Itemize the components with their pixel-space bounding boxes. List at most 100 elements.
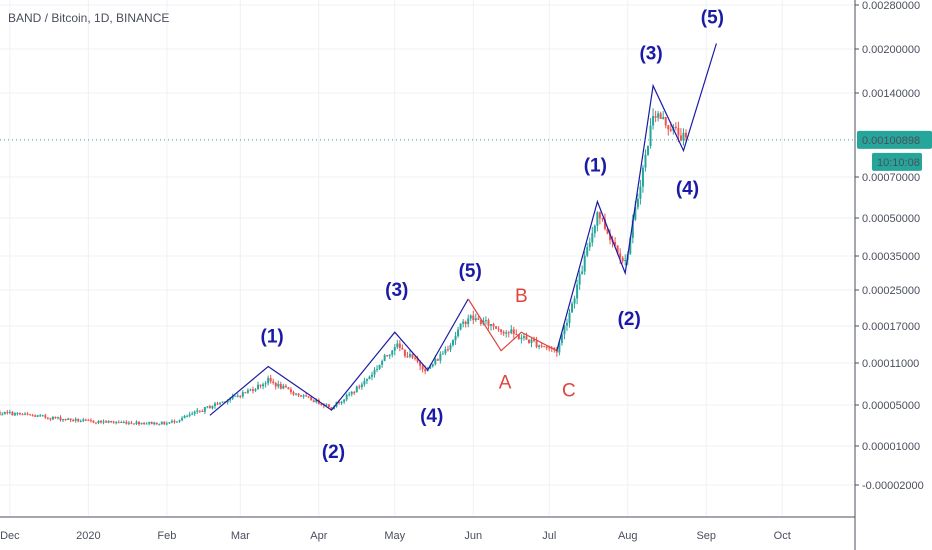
candle-body: [614, 242, 617, 246]
candle-body: [419, 361, 422, 366]
candle-body: [487, 320, 490, 326]
candle-body: [540, 345, 543, 347]
candle-body: [145, 423, 148, 425]
candle-body: [596, 212, 599, 226]
candle-body: [479, 319, 482, 324]
candle-body: [282, 385, 285, 389]
candle-body: [292, 392, 295, 395]
candle-body: [429, 366, 432, 369]
candle-body: [619, 253, 622, 258]
candle-body: [54, 416, 57, 419]
candle-body: [431, 364, 434, 367]
candle-body: [459, 323, 462, 330]
candle-body: [44, 415, 47, 418]
candle-body: [370, 374, 373, 377]
chart-title: BAND / Bitcoin, 1D, BINANCE: [8, 11, 169, 25]
y-tick-label: 0.00011000: [862, 358, 919, 370]
candle-body: [662, 117, 665, 119]
candle-body: [188, 414, 191, 416]
candle-body: [77, 418, 80, 422]
candle-body: [213, 403, 216, 407]
grid: [0, 0, 855, 517]
candle-body: [115, 422, 118, 424]
y-tick-label: -0.00002000: [862, 480, 924, 492]
candle-body: [56, 417, 59, 419]
candle-body: [634, 207, 637, 220]
candle-body: [555, 349, 558, 353]
candle-body: [236, 395, 239, 397]
candle-body: [624, 259, 627, 261]
candle-body: [110, 420, 113, 422]
wave-2-label: (2): [618, 309, 641, 330]
candle-body: [568, 312, 571, 323]
candle-body: [165, 423, 168, 425]
candle-body: [193, 411, 196, 414]
candle-body: [254, 389, 257, 391]
candle-body: [558, 343, 561, 353]
candle-body: [669, 129, 672, 131]
candle-body: [178, 420, 181, 422]
candle-body: [631, 219, 634, 238]
candle-body: [51, 416, 54, 420]
candle-body: [386, 355, 389, 357]
wave-2-label: (4): [676, 179, 699, 200]
candle-body: [163, 421, 166, 425]
candle-body: [512, 329, 515, 335]
candle-body: [530, 339, 533, 343]
candle-body: [616, 245, 619, 254]
candle-body: [0, 411, 1, 415]
candle-body: [677, 127, 680, 136]
candle-body: [241, 392, 244, 397]
candle-body: [353, 391, 356, 393]
candle-body: [538, 345, 541, 347]
candle-body: [244, 392, 247, 394]
impulse-wave-2-line: [556, 43, 717, 351]
candle-body: [181, 418, 184, 421]
candle-body: [497, 328, 500, 330]
candle-body: [105, 421, 108, 423]
candle-body: [586, 247, 589, 256]
candle-body: [664, 117, 667, 126]
candle-body: [406, 356, 409, 358]
y-tick-label: 0.00070000: [862, 172, 920, 184]
candle-body: [457, 329, 460, 337]
candle-body: [576, 284, 579, 299]
candle-body: [606, 228, 609, 234]
last-price-tag: [857, 130, 932, 149]
candle-body: [449, 345, 452, 350]
candle-body: [462, 321, 465, 324]
candle-body: [533, 339, 536, 342]
candle-body: [654, 116, 657, 118]
candle-body: [434, 359, 437, 365]
candle-body: [155, 422, 158, 425]
candle-body: [355, 386, 358, 393]
candle-body: [120, 422, 123, 424]
candle-body: [649, 125, 652, 146]
candle-body: [219, 402, 222, 404]
candle-body: [403, 349, 406, 357]
candle-body: [502, 332, 505, 334]
candle-body: [208, 406, 211, 409]
candle-body: [515, 334, 518, 336]
candle-body: [345, 394, 348, 400]
y-tick-label: 0.00001000: [862, 441, 920, 453]
y-tick-label: 0.00050000: [862, 213, 920, 225]
candle-body: [454, 336, 457, 341]
x-tick-label: Dec: [0, 530, 20, 542]
candle-body: [239, 395, 242, 397]
candle-body: [500, 329, 503, 333]
candle-body: [122, 422, 125, 424]
candle-body: [330, 407, 333, 410]
candle-body: [565, 322, 568, 326]
candle-body: [287, 387, 290, 390]
candle-body: [46, 417, 49, 419]
candle-body: [421, 365, 424, 370]
candle-body: [274, 382, 277, 387]
candle-body: [49, 418, 52, 420]
candle-body: [452, 340, 455, 346]
x-tick-label: Mar: [231, 530, 250, 542]
candle-body: [34, 415, 37, 417]
candle-body: [41, 415, 44, 417]
